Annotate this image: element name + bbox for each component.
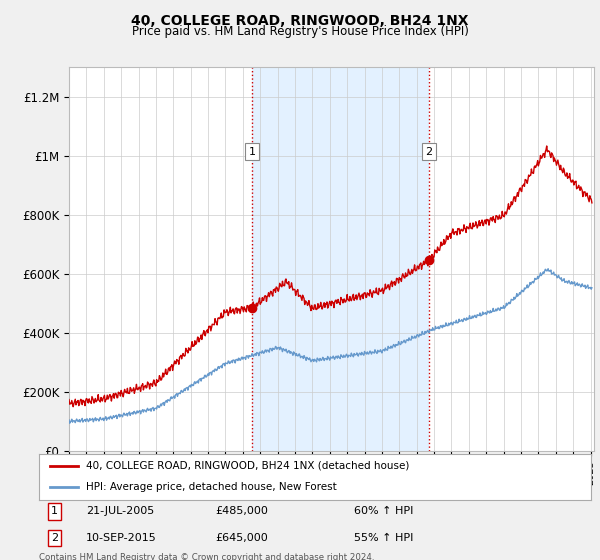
Text: 40, COLLEGE ROAD, RINGWOOD, BH24 1NX: 40, COLLEGE ROAD, RINGWOOD, BH24 1NX — [131, 14, 469, 28]
Text: 1: 1 — [51, 506, 58, 516]
Text: 60% ↑ HPI: 60% ↑ HPI — [353, 506, 413, 516]
Text: Price paid vs. HM Land Registry's House Price Index (HPI): Price paid vs. HM Land Registry's House … — [131, 25, 469, 38]
Text: 10-SEP-2015: 10-SEP-2015 — [86, 533, 157, 543]
Text: £485,000: £485,000 — [215, 506, 269, 516]
Text: £645,000: £645,000 — [215, 533, 268, 543]
Text: 40, COLLEGE ROAD, RINGWOOD, BH24 1NX (detached house): 40, COLLEGE ROAD, RINGWOOD, BH24 1NX (de… — [86, 461, 409, 471]
Bar — [252, 67, 428, 451]
Text: HPI: Average price, detached house, New Forest: HPI: Average price, detached house, New … — [86, 482, 337, 492]
Text: 2: 2 — [425, 147, 432, 157]
Text: 1: 1 — [249, 147, 256, 157]
Text: Contains HM Land Registry data © Crown copyright and database right 2024.
This d: Contains HM Land Registry data © Crown c… — [39, 553, 374, 560]
Text: 21-JUL-2005: 21-JUL-2005 — [86, 506, 154, 516]
Text: 2: 2 — [51, 533, 58, 543]
Text: 55% ↑ HPI: 55% ↑ HPI — [353, 533, 413, 543]
